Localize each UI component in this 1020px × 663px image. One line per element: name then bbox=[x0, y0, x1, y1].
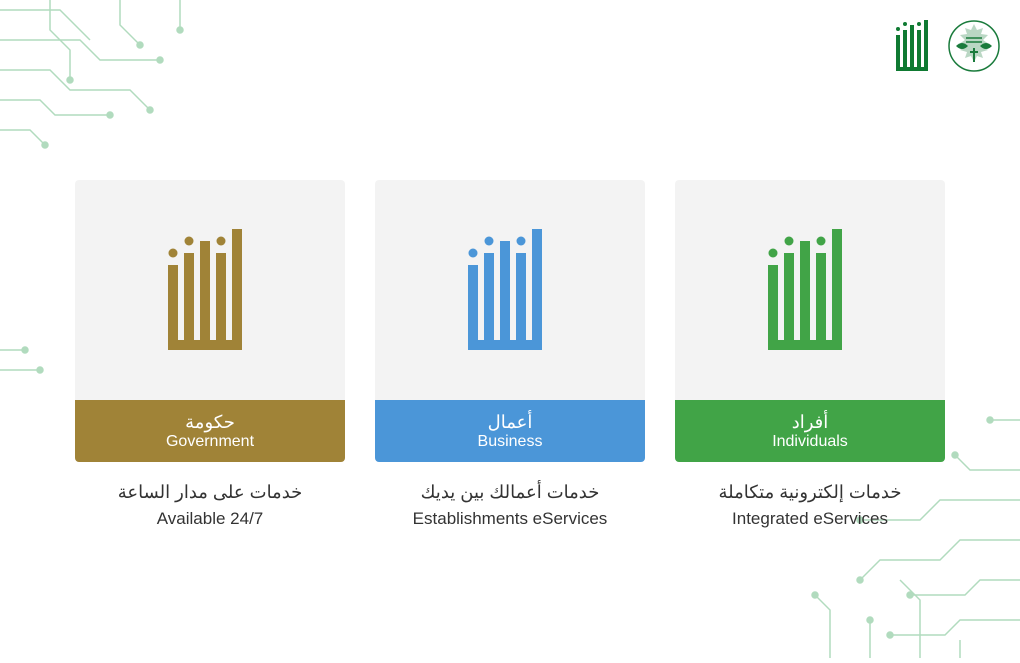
header bbox=[893, 20, 1000, 77]
absher-logo-icon bbox=[893, 20, 933, 77]
card-business[interactable]: أعمال Business خدمات أعمالك بين يديك Est… bbox=[375, 180, 645, 529]
banner-en: Individuals bbox=[772, 433, 848, 451]
desc-en: Available 24/7 bbox=[75, 509, 345, 529]
cards-container: حكومة Government خدمات على مدار الساعة A… bbox=[75, 180, 945, 529]
saudi-emblem-icon bbox=[948, 20, 1000, 77]
card-desc-individuals: خدمات إلكترونية متكاملة Integrated eServ… bbox=[675, 482, 945, 529]
desc-ar: خدمات إلكترونية متكاملة bbox=[675, 482, 945, 503]
desc-ar: خدمات أعمالك بين يديك bbox=[375, 482, 645, 503]
card-desc-business: خدمات أعمالك بين يديك Establishments eSe… bbox=[375, 482, 645, 529]
card-logo-business bbox=[375, 180, 645, 400]
banner-ar: أفراد bbox=[792, 412, 829, 433]
card-banner-individuals: أفراد Individuals bbox=[675, 400, 945, 462]
banner-ar: أعمال bbox=[488, 412, 533, 433]
card-banner-business: أعمال Business bbox=[375, 400, 645, 462]
banner-en: Business bbox=[478, 433, 543, 451]
card-logo-individuals bbox=[675, 180, 945, 400]
banner-ar: حكومة bbox=[185, 412, 235, 433]
card-government[interactable]: حكومة Government خدمات على مدار الساعة A… bbox=[75, 180, 345, 529]
card-logo-government bbox=[75, 180, 345, 400]
banner-en: Government bbox=[166, 433, 254, 451]
card-banner-government: حكومة Government bbox=[75, 400, 345, 462]
card-individuals[interactable]: أفراد Individuals خدمات إلكترونية متكامل… bbox=[675, 180, 945, 529]
card-desc-government: خدمات على مدار الساعة Available 24/7 bbox=[75, 482, 345, 529]
desc-ar: خدمات على مدار الساعة bbox=[75, 482, 345, 503]
desc-en: Establishments eServices bbox=[375, 509, 645, 529]
desc-en: Integrated eServices bbox=[675, 509, 945, 529]
